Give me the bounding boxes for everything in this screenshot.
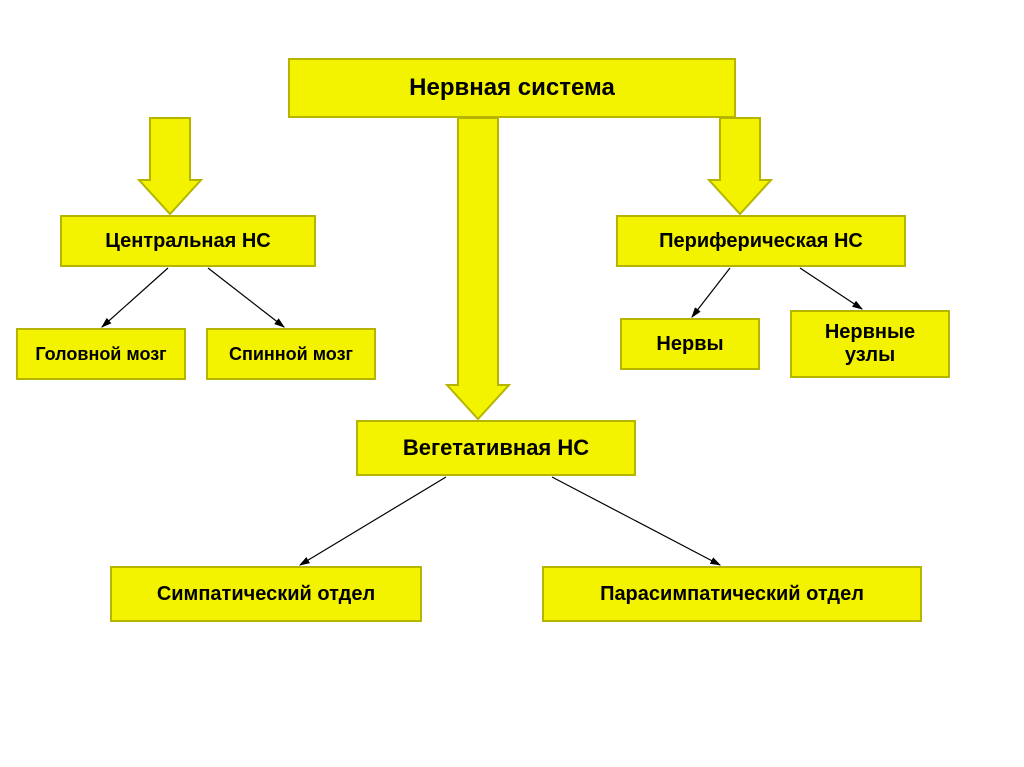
- node-gangl: Нервные узлы: [790, 310, 950, 378]
- node-label: Центральная НС: [105, 230, 271, 253]
- node-veg: Вегетативная НС: [356, 420, 636, 476]
- node-brain: Головной мозг: [16, 328, 186, 380]
- diagram-stage: Нервная система Центральная НС Периферич…: [0, 0, 1024, 767]
- node-label: Симпатический отдел: [157, 583, 375, 606]
- node-root: Нервная система: [288, 58, 736, 118]
- node-label: Нервная система: [409, 74, 615, 102]
- node-cns: Центральная НС: [60, 215, 316, 267]
- node-label: Нервные узлы: [800, 321, 940, 367]
- node-spine: Спинной мозг: [206, 328, 376, 380]
- node-pns: Периферическая НС: [616, 215, 906, 267]
- node-label: Периферическая НС: [659, 230, 863, 253]
- node-nerves: Нервы: [620, 318, 760, 370]
- thin-arrow: [552, 477, 720, 565]
- node-label: Нервы: [656, 333, 723, 356]
- block-arrow: [709, 118, 771, 214]
- node-label: Вегетативная НС: [403, 435, 589, 460]
- node-label: Спинной мозг: [229, 344, 353, 365]
- thin-arrow: [300, 477, 446, 565]
- node-symp: Симпатический отдел: [110, 566, 422, 622]
- node-label: Головной мозг: [35, 344, 166, 365]
- thin-arrow: [800, 268, 862, 309]
- block-arrow: [447, 118, 509, 419]
- node-para: Парасимпатический отдел: [542, 566, 922, 622]
- block-arrow: [139, 118, 201, 214]
- thin-arrow: [102, 268, 168, 327]
- node-label: Парасимпатический отдел: [600, 583, 864, 606]
- thin-arrow: [208, 268, 284, 327]
- thin-arrow: [692, 268, 730, 317]
